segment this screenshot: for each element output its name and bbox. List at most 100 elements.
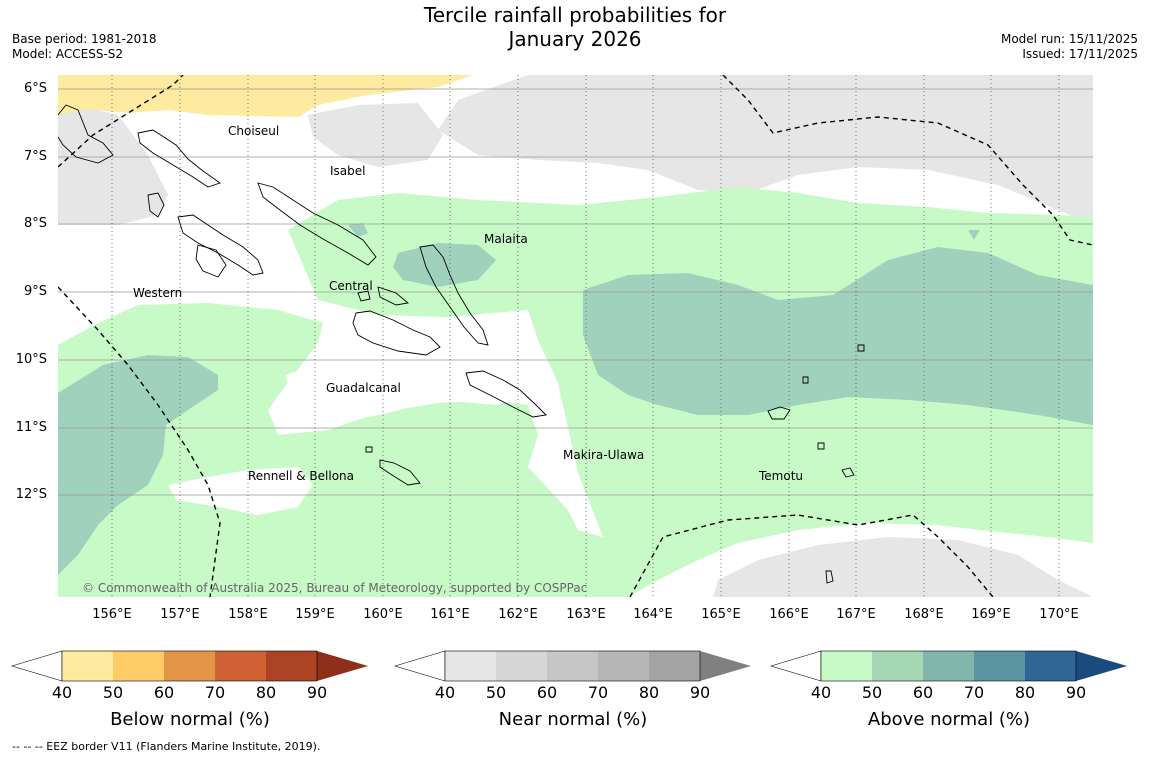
near-normal-areas	[58, 75, 1093, 597]
region-label-makira-ulawa: Makira-Ulawa	[563, 448, 645, 462]
region-label-choiseul: Choiseul	[228, 124, 280, 138]
lon-label: 156°E	[92, 607, 132, 622]
colorbar-swatch	[1025, 651, 1076, 681]
above-50-central	[348, 223, 368, 237]
lat-label: 11°S	[15, 420, 47, 435]
tick-label: 70	[587, 683, 609, 702]
eez-border-southeast	[629, 514, 994, 597]
lon-label: 169°E	[971, 607, 1011, 622]
colorbar-frame	[444, 650, 701, 682]
island-ontong	[857, 344, 865, 352]
region-label-temotu: Temotu	[759, 469, 804, 483]
colorbar-near	[393, 650, 751, 682]
colorbar-over-triangle	[1076, 651, 1127, 681]
island-vella-lavella	[147, 192, 165, 218]
tick-label: 60	[153, 683, 175, 702]
near-normal-area-south	[713, 537, 1093, 597]
above-normal-50-areas	[58, 223, 1093, 575]
island-vanikoro	[841, 467, 855, 478]
island-south-1	[825, 570, 834, 584]
eez-border-northwest	[58, 75, 184, 168]
lon-label: 165°E	[701, 607, 741, 622]
tick-label: 90	[689, 683, 711, 702]
map-panel[interactable]	[58, 75, 1093, 597]
island-choiseul	[137, 129, 221, 188]
tick-label: 70	[963, 683, 985, 702]
tick-label: 40	[434, 683, 456, 702]
lat-label: 7°S	[23, 149, 47, 164]
colorbar-under-triangle	[393, 650, 446, 682]
map-canvas	[58, 75, 1093, 597]
title-line-2: January 2026	[508, 27, 642, 51]
colorbar-swatch	[215, 651, 266, 681]
tick-label: 80	[255, 683, 277, 702]
island-isabel	[257, 182, 377, 266]
lon-label: 163°E	[566, 607, 606, 622]
tick-label: 40	[810, 683, 832, 702]
longitude-gridlines	[111, 75, 1060, 597]
island-bougainville	[58, 104, 114, 164]
lat-label: 12°S	[15, 487, 47, 502]
above-50-small	[968, 230, 980, 240]
model-run: Model run: 15/11/2025	[1000, 32, 1138, 46]
tick-label: 90	[306, 683, 328, 702]
colorbar-under-triangle	[10, 650, 63, 682]
lon-label: 168°E	[904, 607, 944, 622]
lon-label: 157°E	[160, 607, 200, 622]
above-50-west	[58, 355, 218, 575]
colorbar-swatch	[649, 651, 700, 681]
tick-label: 90	[1065, 683, 1087, 702]
island-malaita	[419, 244, 489, 346]
colorbar-frame	[820, 650, 1077, 682]
lat-label: 10°S	[15, 352, 47, 367]
legend-below-normal: 40 50 60 70 80 90 Below normal (%)	[10, 645, 370, 735]
issued-date: Issued: 17/11/2025	[1022, 47, 1138, 61]
island-bellona	[365, 446, 373, 453]
above-50-east	[583, 247, 1093, 425]
region-label-western: Western	[133, 286, 183, 300]
lon-label: 164°E	[633, 607, 673, 622]
colorbar-frame	[61, 650, 318, 682]
colorbar-swatch	[598, 651, 649, 681]
near-normal-area-north	[438, 75, 1093, 225]
colorbar-swatch	[164, 651, 215, 681]
island-makira	[465, 370, 547, 418]
colorbar-below	[10, 650, 368, 682]
lat-label: 8°S	[23, 216, 47, 231]
island-reef	[802, 376, 809, 384]
colorbar-above	[769, 650, 1127, 682]
lon-label: 161°E	[430, 607, 470, 622]
copyright-notice: © Commonwealth of Australia 2025, Bureau…	[82, 581, 588, 595]
region-label-malaita: Malaita	[484, 232, 528, 246]
legend-title-below: Below normal (%)	[110, 709, 270, 730]
tick-label: 50	[485, 683, 507, 702]
eez-border-northeast	[722, 75, 1093, 246]
colorbar-swatch	[923, 651, 974, 681]
eez-border-west	[58, 286, 221, 597]
latitude-gridlines	[58, 88, 1093, 496]
colorbar-swatch	[62, 651, 113, 681]
near-normal-area-isabel	[308, 103, 443, 167]
above-50-malaita	[393, 243, 496, 287]
colorbar-swatch	[496, 651, 547, 681]
tick-label: 60	[912, 683, 934, 702]
island-new-georgia-south	[195, 244, 227, 278]
colorbar-swatch	[821, 651, 872, 681]
lat-label: 6°S	[23, 81, 47, 96]
island-russell	[357, 290, 371, 302]
colorbar-swatch	[445, 651, 496, 681]
lon-label: 158°E	[228, 607, 268, 622]
tick-label: 50	[861, 683, 883, 702]
meta-right: Model run: 15/11/2025 Issued: 17/11/2025	[1001, 32, 1138, 62]
tick-label: 40	[51, 683, 73, 702]
island-santa-cruz	[767, 406, 791, 420]
island-florida	[377, 286, 410, 306]
above-normal-band	[58, 187, 1093, 597]
colorbar-swatch	[974, 651, 1025, 681]
legend-near-normal: 40 50 60 70 80 90 Near normal (%)	[393, 645, 753, 735]
chart-title: Tercile rainfall probabilities for Janua…	[0, 3, 1150, 51]
near-normal-area-west	[58, 105, 168, 225]
colorbar-over-triangle	[317, 651, 368, 681]
region-label-rennell-bellona: Rennell & Bellona	[248, 469, 355, 483]
tick-label: 80	[638, 683, 660, 702]
